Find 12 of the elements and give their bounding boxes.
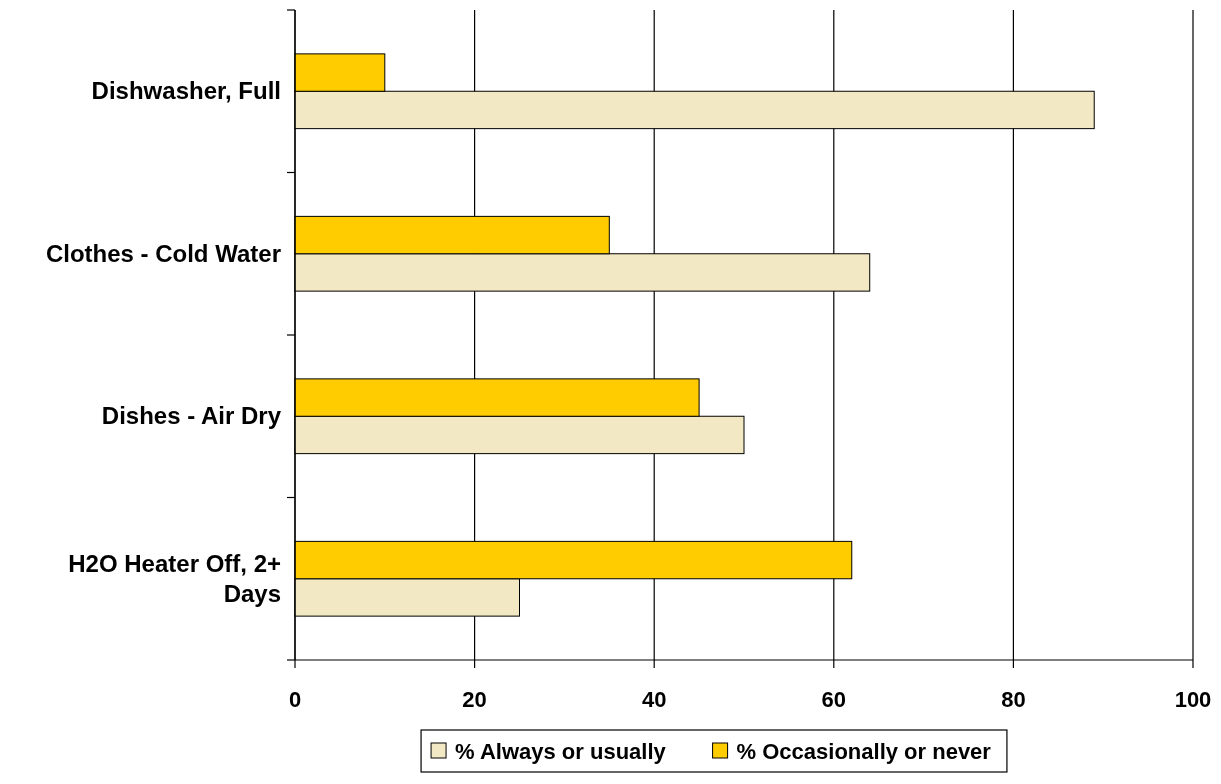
- y-tick-label: H2O Heater Off, 2+ Days: [68, 549, 281, 607]
- x-tick-label: 100: [1174, 687, 1212, 712]
- y-tick-label: Dishwasher, Full: [91, 77, 281, 105]
- x-tick-label: 60: [821, 687, 847, 712]
- legend-label: % Always or usually: [455, 739, 667, 764]
- x-tick-label: 0: [288, 687, 302, 712]
- x-tick-label: 80: [1001, 687, 1026, 712]
- y-tick-label: Clothes - Cold Water: [45, 239, 281, 267]
- y-tick-label: Dishes - Air Dry: [101, 402, 282, 430]
- x-tick-label: 40: [641, 687, 667, 712]
- x-tick-label: 20: [462, 687, 487, 712]
- legend-label: % Occasionally or never: [736, 739, 992, 764]
